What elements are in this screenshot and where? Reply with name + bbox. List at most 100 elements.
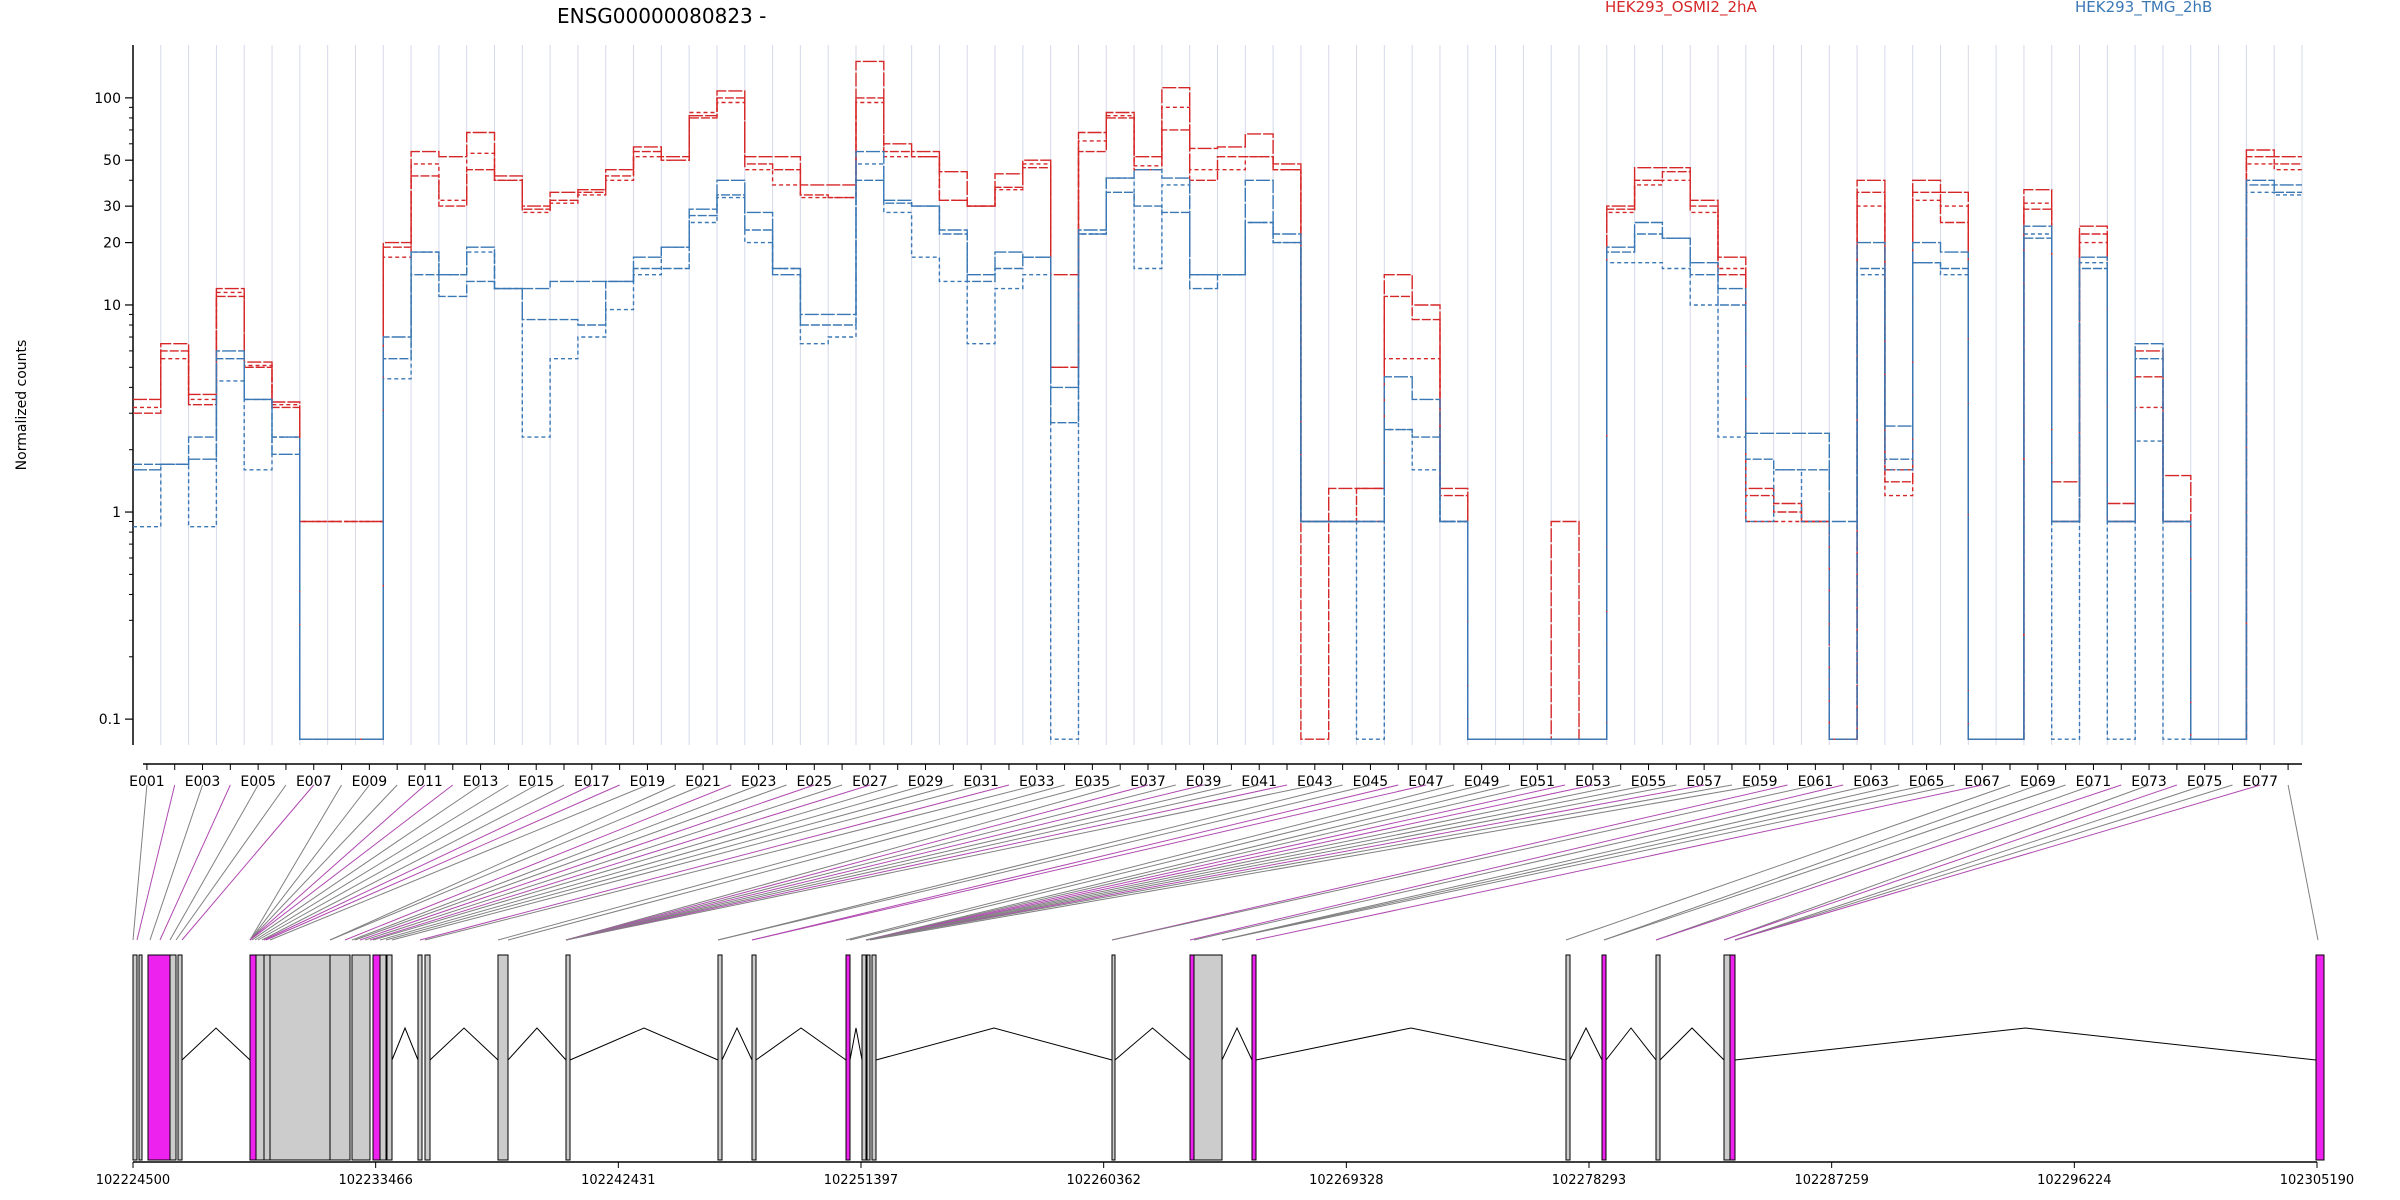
exon-connector [865, 784, 1566, 941]
exon-connector [1255, 784, 1983, 941]
exon-connector [751, 784, 1399, 941]
intron-line [849, 1027, 863, 1061]
exon-connector [136, 784, 176, 941]
x-tick-label: E009 [352, 774, 388, 790]
x-tick-label: E037 [1130, 774, 1166, 790]
exon-connector [865, 784, 1510, 941]
exon-connector [329, 784, 676, 941]
exon-connector [379, 784, 926, 941]
exon-connector [865, 784, 1733, 941]
x-tick-label: E021 [685, 774, 721, 790]
exon-connector [329, 784, 704, 941]
exon-connector [149, 784, 203, 941]
intron-line [391, 1026, 419, 1061]
exon [329, 954, 351, 1161]
series-lines [133, 60, 2302, 740]
intron-line [569, 1027, 719, 1061]
x-tick-label: E077 [2242, 774, 2278, 790]
series-line [133, 97, 2302, 740]
exon-significant [1601, 954, 1607, 1161]
x-tick-label: E049 [1464, 774, 1500, 790]
x-tick-label: E047 [1408, 774, 1444, 790]
exon-connector [2287, 784, 2319, 941]
legend-label-osmi2: HEK293_OSMI2_2hA [1605, 0, 1758, 17]
x-tick-label: E029 [908, 774, 944, 790]
x-tick-label: E027 [852, 774, 888, 790]
exon-connector [865, 784, 1621, 941]
exon-connector [1734, 784, 2261, 941]
exon [861, 954, 867, 1161]
exon [417, 954, 423, 1161]
exon-connector [249, 784, 454, 941]
exon-connector [354, 784, 787, 941]
exon-significant [845, 954, 851, 1161]
x-tick-label: E073 [2131, 774, 2167, 790]
x-tick-label: E031 [963, 774, 999, 790]
y-axis-label: Normalized counts [14, 340, 30, 471]
intron-line [181, 1027, 251, 1061]
exon-connector [175, 784, 287, 941]
exon-connector [1565, 784, 2011, 941]
x-tick-label: E045 [1353, 774, 1389, 790]
genomic-coordinate-axis: 102224500 102233466 102242431 102251397 1022… [96, 1161, 2354, 1188]
exon-connector [372, 784, 898, 941]
x-tick-label: E065 [1909, 774, 1945, 790]
coord-tick-label: 102233466 [338, 1173, 412, 1188]
x-tick-label: E039 [1186, 774, 1222, 790]
coord-tick-label: 102224500 [96, 1173, 170, 1188]
gene-model [132, 954, 2325, 1161]
y-tick-label: 30 [103, 199, 121, 215]
exon-connector [1734, 784, 2205, 941]
exon-significant [2315, 954, 2325, 1161]
exon-significant [372, 954, 381, 1161]
exon-connector [251, 784, 481, 941]
exon-connector [159, 784, 231, 941]
exon-connector [1193, 784, 1872, 941]
coord-tick-label: 102296224 [2037, 1173, 2111, 1188]
x-tick-label: E061 [1798, 774, 1834, 790]
exon-connector [849, 784, 1482, 941]
exon-connector [869, 784, 1760, 941]
exon [255, 954, 265, 1161]
exon-connector [565, 784, 1260, 941]
exon-connector [1221, 784, 1955, 941]
exon-connector [1723, 784, 2150, 941]
exon-connector [845, 784, 1454, 941]
exon-connector [249, 784, 426, 941]
exon-significant [1189, 954, 1195, 1161]
exon-connector [351, 784, 759, 941]
exon-connector [565, 784, 1288, 941]
legend-label-tmg: HEK293_TMG_2hB [2075, 0, 2212, 17]
x-tick-label: E055 [1631, 774, 1667, 790]
y-tick-label: 50 [103, 153, 121, 169]
exon-connector [359, 784, 815, 941]
exon [1193, 954, 1223, 1161]
exon [169, 954, 177, 1161]
intron-line [1659, 1027, 1725, 1061]
chart-title: ENSG00000080823 - [557, 4, 766, 28]
exon [138, 954, 143, 1161]
intron-line [1114, 1027, 1191, 1061]
exon-connector [1603, 784, 2038, 941]
series-line [133, 101, 2302, 740]
exon-connector [1723, 784, 2178, 941]
exon [1565, 954, 1571, 1161]
exon-connector [424, 784, 1037, 941]
exon-connector [269, 784, 648, 941]
series-line [133, 163, 2302, 740]
exon [871, 954, 877, 1161]
exon-connector [263, 784, 593, 941]
exon-connector [565, 784, 1149, 941]
x-tick-label: E071 [2076, 774, 2112, 790]
y-axis: 0.1 1 10 20 30 50 100 [94, 45, 134, 745]
exon-connector [132, 784, 148, 941]
exon-connector [364, 784, 843, 941]
exon-connector [1111, 784, 1788, 941]
exon-connector [249, 784, 342, 941]
exon-connector [565, 784, 1232, 941]
x-tick-label: E017 [574, 774, 610, 790]
series-line [133, 150, 2302, 740]
coord-tick-label: 102242431 [581, 1173, 655, 1188]
x-tick-label: E013 [463, 774, 499, 790]
exon-connector [1111, 784, 1816, 941]
